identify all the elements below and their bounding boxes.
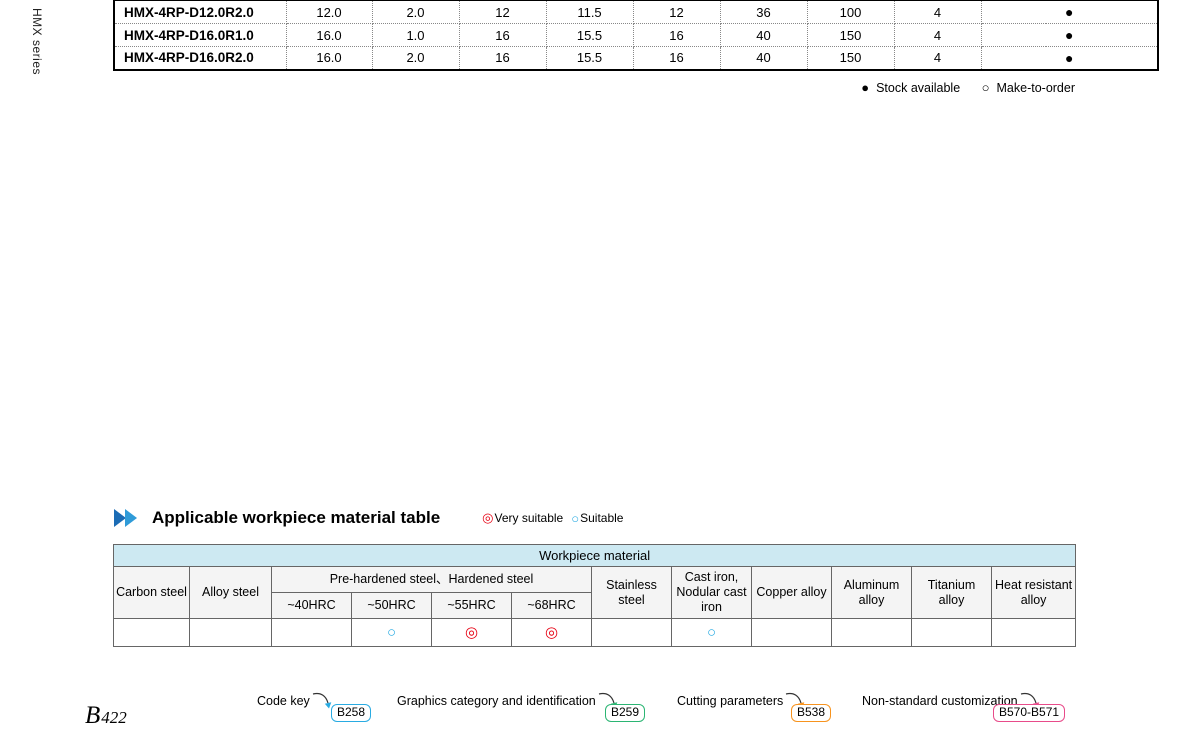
rating-cell bbox=[113, 618, 190, 647]
stock-indicator: ● bbox=[981, 46, 1158, 70]
rating-cell: ◎ bbox=[511, 618, 592, 647]
stock-available-legend: ● Stock available bbox=[861, 80, 961, 95]
series-label: HMX series bbox=[30, 8, 44, 76]
workpiece-material-header: Workpiece material bbox=[112, 544, 1077, 567]
header-cell-stainless-steel: Stainless steel bbox=[591, 566, 672, 619]
page-number-value: 422 bbox=[101, 708, 127, 727]
rating-cell bbox=[911, 618, 992, 647]
cell: 2.0 bbox=[372, 46, 460, 70]
footer-link-code-key: Code key B258 bbox=[257, 687, 372, 722]
rating-cell: ◎ bbox=[431, 618, 512, 647]
header-cell-68hrc: ~68HRC bbox=[511, 592, 592, 619]
header-cell-prehardened-group: Pre-hardened steel、Hardened steel bbox=[271, 566, 592, 593]
cell: 16 bbox=[633, 23, 721, 47]
double-arrow-icon bbox=[114, 509, 137, 527]
header-cell-copper-alloy: Copper alloy bbox=[751, 566, 832, 619]
cell: 16.0 bbox=[286, 46, 373, 70]
material-section-header: Applicable workpiece material table ◎ Ver… bbox=[113, 508, 623, 528]
cell: 100 bbox=[807, 0, 895, 24]
header-cell-50hrc: ~50HRC bbox=[351, 592, 432, 619]
header-cell-aluminum-alloy: Aluminum alloy bbox=[831, 566, 912, 619]
footer-link-nonstandard-customization: Non-standard customization B570-B571 bbox=[862, 687, 1066, 722]
footer-link-label: Non-standard customization bbox=[862, 694, 1018, 708]
page-number: B422 bbox=[85, 702, 127, 730]
rating-cell bbox=[189, 618, 272, 647]
footer-link-label: Cutting parameters bbox=[677, 694, 784, 708]
cell: 36 bbox=[720, 0, 808, 24]
page-reference-badge[interactable]: B258 bbox=[331, 704, 372, 722]
cell: 12 bbox=[633, 0, 721, 24]
table-row: HMX-4RP-D16.0R2.0 16.0 2.0 16 15.5 16 40… bbox=[114, 46, 1158, 70]
rating-cell bbox=[591, 618, 672, 647]
stock-indicator: ● bbox=[981, 0, 1158, 24]
product-spec-table: HMX-4RP-D12.0R2.0 12.0 2.0 12 11.5 12 36… bbox=[113, 0, 1159, 71]
rating-cell: ○ bbox=[351, 618, 432, 647]
footer-link-label: Code key bbox=[257, 694, 310, 708]
cell: 16 bbox=[633, 46, 721, 70]
make-to-order-legend: ○ Make-to-order bbox=[981, 80, 1076, 95]
cell: 2.0 bbox=[372, 0, 460, 24]
stock-indicator: ● bbox=[981, 23, 1158, 47]
rating-cell bbox=[271, 618, 352, 647]
table-row: HMX-4RP-D16.0R1.0 16.0 1.0 16 15.5 16 40… bbox=[114, 23, 1158, 47]
suitability-legend: ◎ Very suitable ○ Suitable bbox=[482, 510, 623, 526]
model-cell: HMX-4RP-D16.0R2.0 bbox=[114, 46, 287, 70]
filled-circle-icon: ● bbox=[861, 80, 870, 95]
rating-cell bbox=[990, 618, 1077, 647]
page-reference-badge[interactable]: B538 bbox=[791, 704, 832, 722]
footer-link-cutting-parameters: Cutting parameters B538 bbox=[677, 687, 832, 722]
suitable-label: Suitable bbox=[580, 511, 624, 525]
header-cell-cast-iron: Cast iron, Nodular cast iron bbox=[671, 566, 752, 619]
header-cell-40hrc: ~40HRC bbox=[271, 592, 352, 619]
open-circle-icon: ○ bbox=[981, 80, 990, 95]
very-suitable-icon: ◎ bbox=[482, 510, 494, 525]
rating-cell bbox=[831, 618, 912, 647]
make-to-order-label: Make-to-order bbox=[996, 81, 1076, 95]
table-row: Carbon steel Alloy steel Pre-hardened st… bbox=[113, 566, 1077, 619]
table-row: Workpiece material bbox=[112, 544, 1077, 567]
stock-available-label: Stock available bbox=[876, 81, 961, 95]
curved-arrow-icon bbox=[312, 692, 332, 709]
header-cell-heat-resistant-alloy: Heat resistant alloy bbox=[990, 566, 1077, 619]
workpiece-material-table: Workpiece material Carbon steel Alloy st… bbox=[112, 544, 1077, 647]
cell: 4 bbox=[894, 23, 982, 47]
cell: 11.5 bbox=[546, 0, 634, 24]
cell: 12 bbox=[459, 0, 547, 24]
cell: 4 bbox=[894, 0, 982, 24]
footer-link-label: Graphics category and identification bbox=[397, 694, 596, 708]
cell: 16 bbox=[459, 23, 547, 47]
cell: 16 bbox=[459, 46, 547, 70]
cell: 40 bbox=[720, 46, 808, 70]
model-cell: HMX-4RP-D12.0R2.0 bbox=[114, 0, 287, 24]
section-title: Applicable workpiece material table bbox=[152, 508, 441, 527]
rating-cell bbox=[751, 618, 832, 647]
page-reference-badge[interactable]: B259 bbox=[605, 704, 646, 722]
header-cell-titanium-alloy: Titanium alloy bbox=[911, 566, 992, 619]
table-row: ~40HRC ~50HRC ~55HRC ~68HRC bbox=[114, 592, 1076, 619]
cell: 15.5 bbox=[546, 46, 634, 70]
suitable-icon: ○ bbox=[571, 510, 580, 526]
cell: 150 bbox=[807, 46, 895, 70]
cell: 12.0 bbox=[286, 0, 373, 24]
cell: 4 bbox=[894, 46, 982, 70]
page-reference-badge[interactable]: B570-B571 bbox=[993, 704, 1066, 722]
cell: 15.5 bbox=[546, 23, 634, 47]
model-cell: HMX-4RP-D16.0R1.0 bbox=[114, 23, 287, 47]
header-cell-55hrc: ~55HRC bbox=[431, 592, 512, 619]
page-number-prefix: B bbox=[85, 702, 101, 729]
cell: 40 bbox=[720, 23, 808, 47]
header-cell-alloy-steel: Alloy steel bbox=[189, 566, 272, 619]
suitability-row: ○ ◎ ◎ ○ bbox=[113, 618, 1077, 647]
footer-link-graphics-category: Graphics category and identification B25… bbox=[397, 687, 646, 722]
very-suitable-label: Very suitable bbox=[494, 511, 564, 525]
rating-cell: ○ bbox=[671, 618, 752, 647]
header-cell-carbon-steel: Carbon steel bbox=[113, 566, 190, 619]
cell: 1.0 bbox=[372, 23, 460, 47]
cell: 150 bbox=[807, 23, 895, 47]
stock-legend: ● Stock available ○ Make-to-order bbox=[113, 80, 1075, 95]
table-row: HMX-4RP-D12.0R2.0 12.0 2.0 12 11.5 12 36… bbox=[114, 0, 1158, 24]
cell: 16.0 bbox=[286, 23, 373, 47]
